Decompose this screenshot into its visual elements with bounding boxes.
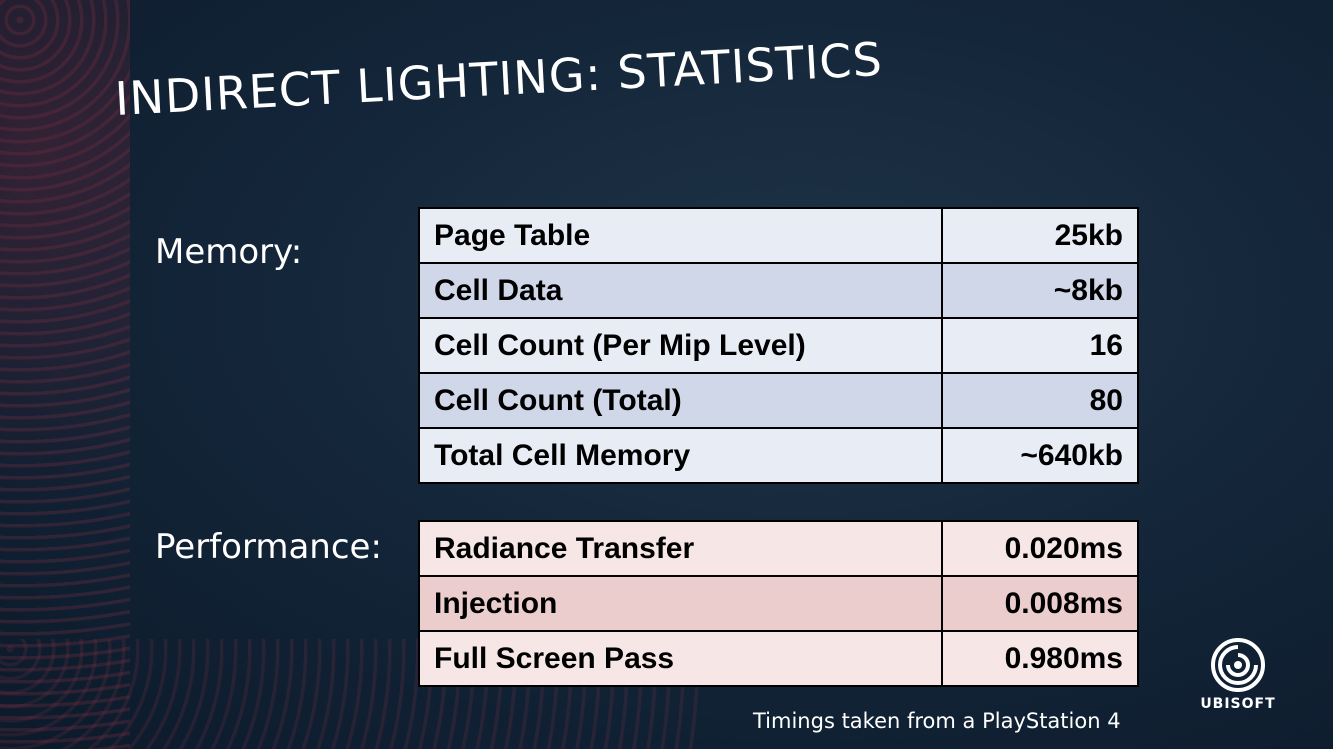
row-value: 0.980ms xyxy=(941,630,1139,687)
row-value: 16 xyxy=(941,317,1139,374)
row-name: Injection xyxy=(418,575,943,632)
background-texture-left xyxy=(0,0,130,749)
row-value: ~8kb xyxy=(941,262,1139,319)
table-row: Page Table 25kb xyxy=(418,207,1139,264)
performance-section-label: Performance: xyxy=(155,527,382,567)
table-row: Cell Count (Total) 80 xyxy=(418,372,1139,429)
table-row: Injection 0.008ms xyxy=(418,575,1139,632)
row-value: 80 xyxy=(941,372,1139,429)
table-row: Cell Count (Per Mip Level) 16 xyxy=(418,317,1139,374)
row-value: 25kb xyxy=(941,207,1139,264)
row-name: Total Cell Memory xyxy=(418,427,943,484)
table-row: Full Screen Pass 0.980ms xyxy=(418,630,1139,687)
row-name: Full Screen Pass xyxy=(418,630,943,687)
table-row: Radiance Transfer 0.020ms xyxy=(418,520,1139,577)
memory-section-label: Memory: xyxy=(155,232,303,272)
ubisoft-swirl-icon xyxy=(1211,638,1265,692)
footnote: Timings taken from a PlayStation 4 xyxy=(753,709,1121,733)
performance-table: Radiance Transfer 0.020ms Injection 0.00… xyxy=(418,520,1139,687)
row-value: ~640kb xyxy=(941,427,1139,484)
memory-table: Page Table 25kb Cell Data ~8kb Cell Coun… xyxy=(418,207,1139,484)
ubisoft-logo: UBISOFT xyxy=(1192,636,1284,714)
logo-wordmark: UBISOFT xyxy=(1200,696,1276,712)
table-row: Cell Data ~8kb xyxy=(418,262,1139,319)
slide-title: INDIRECT LIGHTING: STATISTICS xyxy=(113,31,884,126)
table-row: Total Cell Memory ~640kb xyxy=(418,427,1139,484)
row-value: 0.008ms xyxy=(941,575,1139,632)
row-name: Cell Count (Per Mip Level) xyxy=(418,317,943,374)
row-name: Radiance Transfer xyxy=(418,520,943,577)
row-name: Cell Data xyxy=(418,262,943,319)
row-name: Cell Count (Total) xyxy=(418,372,943,429)
row-value: 0.020ms xyxy=(941,520,1139,577)
row-name: Page Table xyxy=(418,207,943,264)
